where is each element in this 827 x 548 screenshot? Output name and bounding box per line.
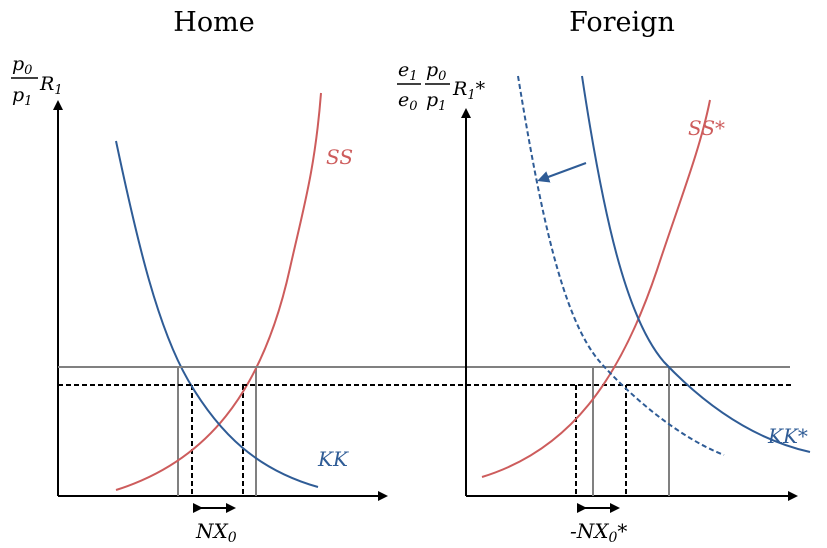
- home-kk-curve: [115, 140, 319, 488]
- foreign-kk-curve: [581, 75, 811, 453]
- foreign-panel: Foreign e1 e0 p0 p1 R1*: [397, 7, 811, 546]
- svg-text:e1: e1: [398, 59, 418, 84]
- svg-text:p0: p0: [12, 53, 32, 78]
- home-label-p1-sub: 1: [24, 94, 32, 109]
- foreign-label-e1-sub: 1: [409, 69, 417, 84]
- foreign-label-R-sub: 1: [467, 88, 475, 103]
- home-label-p0: p: [12, 53, 24, 75]
- kk-shift-arrow: [537, 162, 587, 183]
- foreign-label-e0: e: [398, 89, 409, 111]
- foreign-kk-shifted-curve: [517, 75, 725, 456]
- foreign-label-R: R: [452, 78, 467, 100]
- home-nx-label: NX0: [195, 519, 237, 546]
- foreign-label-e1: e: [398, 59, 409, 81]
- foreign-label-p0-sub: 0: [438, 69, 446, 84]
- home-nx-text: NX: [195, 519, 229, 543]
- home-label-p1: p: [12, 84, 24, 106]
- svg-text:p1: p1: [12, 84, 32, 109]
- home-y-axis-label: p0 p1 R1: [11, 53, 63, 109]
- foreign-ss-curve: [481, 99, 711, 478]
- foreign-label-e0-sub: 0: [409, 99, 417, 114]
- foreign-label-star: *: [476, 78, 486, 100]
- svg-text:e0: e0: [398, 89, 418, 114]
- foreign-title: Foreign: [569, 7, 675, 38]
- svg-text:p0: p0: [426, 59, 446, 84]
- home-label-R: R: [39, 73, 54, 95]
- foreign-nx-star: *: [617, 519, 627, 543]
- home-ss-curve: [115, 92, 322, 491]
- foreign-nx-sub: 0: [609, 530, 618, 546]
- svg-text:p1: p1: [426, 89, 446, 114]
- foreign-label-p0: p: [426, 59, 438, 81]
- home-ss-label: SS: [326, 145, 353, 169]
- foreign-nx-text: -NX: [570, 519, 609, 543]
- home-nx-sub: 0: [228, 530, 237, 546]
- foreign-ss-label: SS*: [688, 116, 725, 140]
- foreign-label-p1: p: [426, 89, 438, 111]
- home-title: Home: [173, 7, 254, 38]
- home-label-R-sub: 1: [54, 83, 62, 98]
- home-panel: Home p0 p1 R1 SS KK: [11, 7, 388, 546]
- home-kk-label: KK: [317, 447, 349, 471]
- svg-text:R1*: R1*: [452, 78, 486, 103]
- foreign-kk-label: KK*: [767, 424, 808, 448]
- foreign-y-axis-label: e1 e0 p0 p1 R1*: [397, 59, 486, 114]
- svg-text:R1: R1: [39, 73, 63, 98]
- home-label-p0-sub: 0: [24, 63, 32, 78]
- foreign-label-p1-sub: 1: [438, 99, 446, 114]
- foreign-nx-label: -NX0*: [570, 519, 627, 546]
